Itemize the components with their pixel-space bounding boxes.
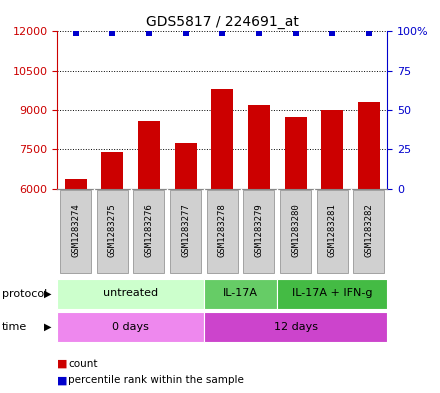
Text: ▶: ▶	[44, 322, 51, 332]
Title: GDS5817 / 224691_at: GDS5817 / 224691_at	[146, 15, 299, 29]
Text: protocol: protocol	[2, 289, 48, 299]
Text: GSM1283274: GSM1283274	[71, 203, 80, 257]
Text: ▶: ▶	[44, 289, 51, 299]
Bar	[101, 152, 123, 189]
FancyBboxPatch shape	[57, 279, 204, 309]
Text: GSM1283277: GSM1283277	[181, 203, 190, 257]
FancyBboxPatch shape	[170, 190, 201, 274]
Text: ■: ■	[57, 375, 68, 386]
Text: ■: ■	[57, 358, 68, 369]
Text: percentile rank within the sample: percentile rank within the sample	[68, 375, 244, 386]
Bar	[248, 105, 270, 189]
Bar	[65, 180, 87, 189]
Text: 12 days: 12 days	[274, 321, 318, 332]
FancyBboxPatch shape	[280, 190, 311, 274]
Text: 0 days: 0 days	[112, 321, 149, 332]
FancyBboxPatch shape	[133, 190, 165, 274]
FancyBboxPatch shape	[204, 279, 277, 309]
Bar	[138, 121, 160, 189]
FancyBboxPatch shape	[97, 190, 128, 274]
Text: GSM1283279: GSM1283279	[254, 203, 264, 257]
FancyBboxPatch shape	[204, 312, 387, 342]
FancyBboxPatch shape	[353, 190, 385, 274]
FancyBboxPatch shape	[57, 312, 204, 342]
Text: IL-17A + IFN-g: IL-17A + IFN-g	[292, 288, 372, 298]
Text: time: time	[2, 322, 27, 332]
Text: untreated: untreated	[103, 288, 158, 298]
FancyBboxPatch shape	[207, 190, 238, 274]
Text: GSM1283275: GSM1283275	[108, 203, 117, 257]
Text: GSM1283281: GSM1283281	[328, 203, 337, 257]
FancyBboxPatch shape	[317, 190, 348, 274]
Text: GSM1283276: GSM1283276	[144, 203, 154, 257]
FancyBboxPatch shape	[243, 190, 275, 274]
Text: count: count	[68, 358, 98, 369]
Bar	[358, 102, 380, 189]
Text: GSM1283282: GSM1283282	[364, 203, 374, 257]
Bar	[285, 117, 307, 189]
FancyBboxPatch shape	[60, 190, 91, 274]
FancyBboxPatch shape	[277, 279, 387, 309]
Text: IL-17A: IL-17A	[223, 288, 258, 298]
Bar	[175, 143, 197, 189]
Bar	[211, 89, 233, 189]
Text: GSM1283278: GSM1283278	[218, 203, 227, 257]
Bar	[321, 110, 343, 189]
Text: GSM1283280: GSM1283280	[291, 203, 300, 257]
